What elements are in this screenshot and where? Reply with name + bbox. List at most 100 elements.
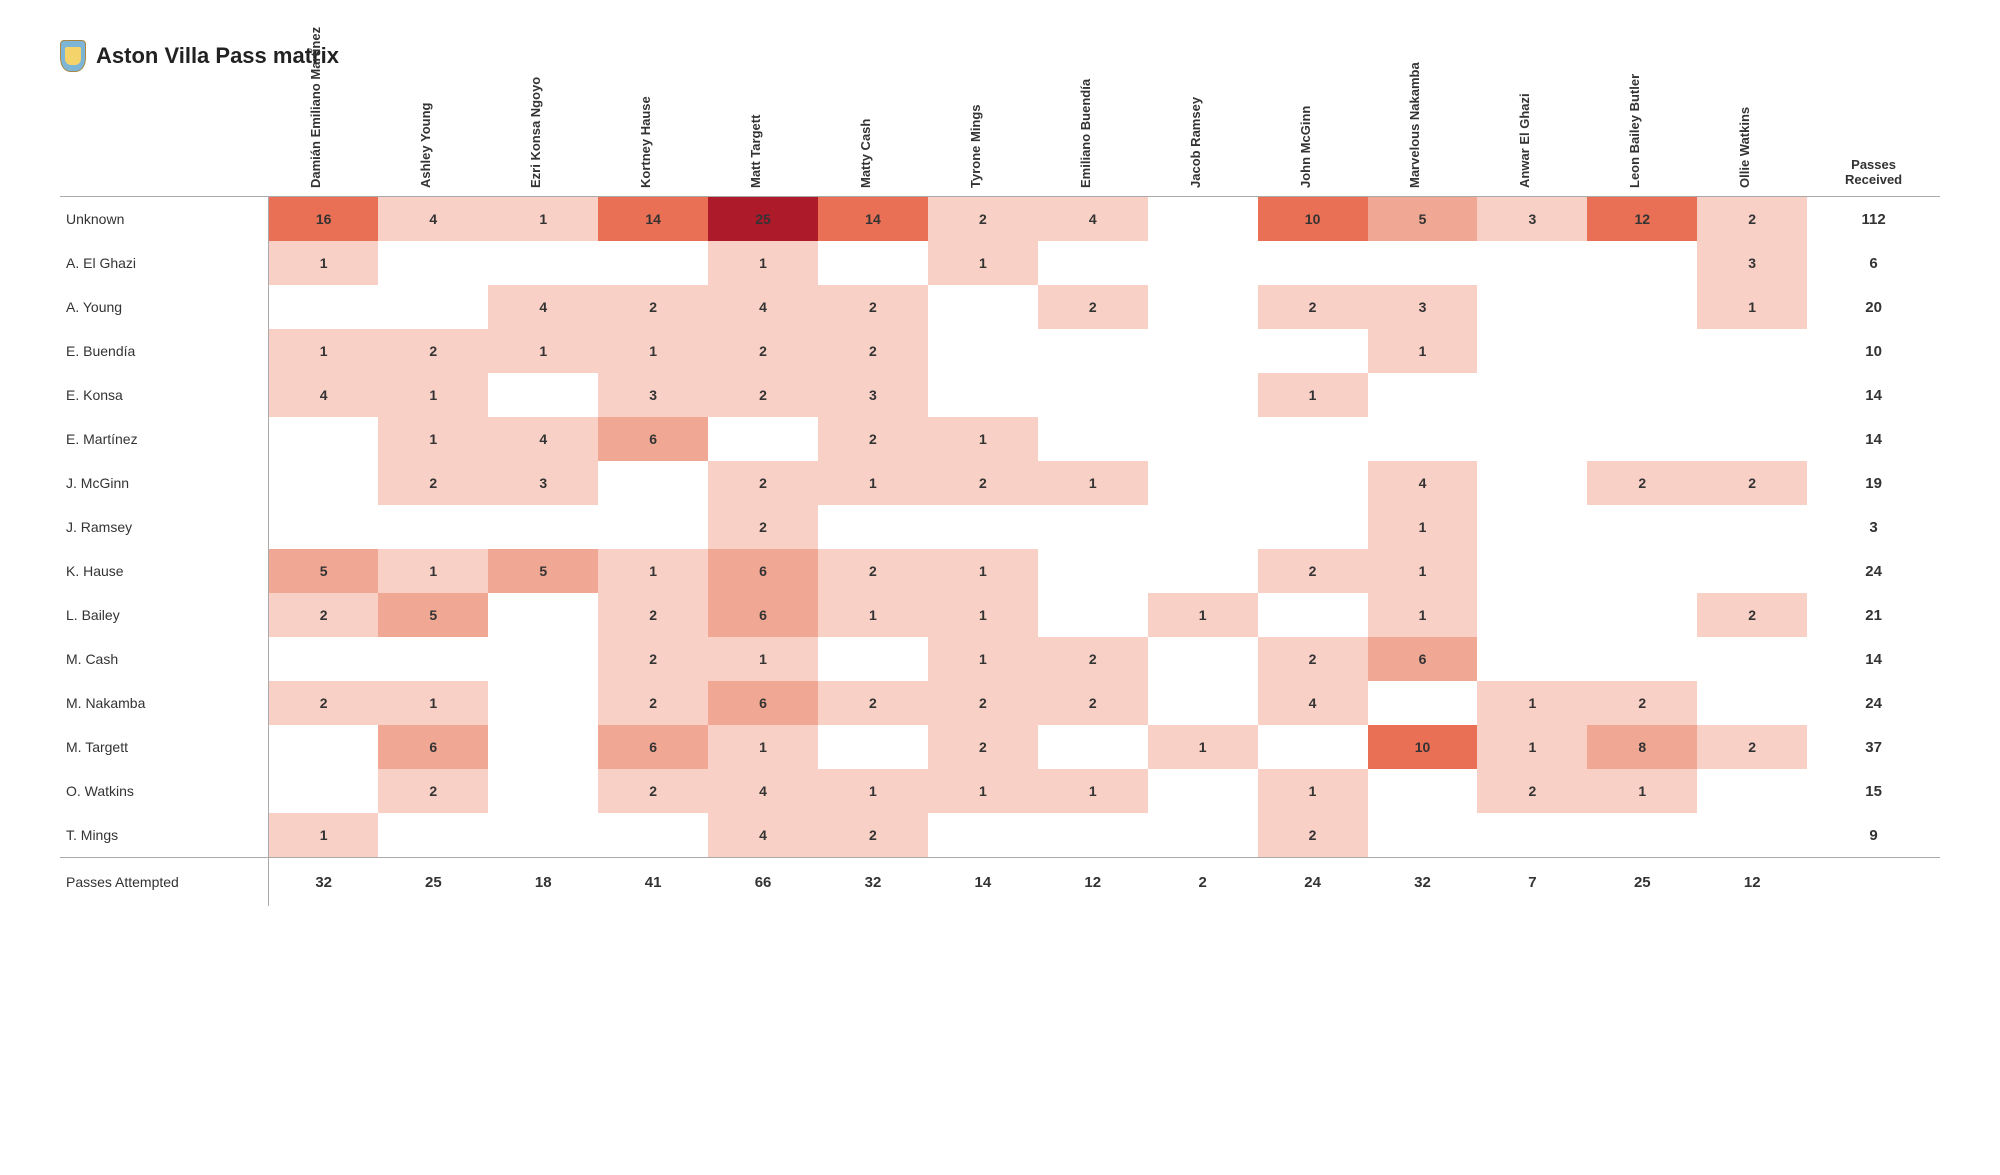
matrix-cell xyxy=(598,461,708,505)
attempted-cell: 14 xyxy=(928,858,1038,907)
matrix-cell xyxy=(1148,329,1258,373)
attempted-cell: 25 xyxy=(1587,858,1697,907)
matrix-cell: 1 xyxy=(928,549,1038,593)
matrix-cell: 1 xyxy=(1368,505,1478,549)
matrix-cell xyxy=(1148,637,1258,681)
attempted-cell: 41 xyxy=(598,858,708,907)
matrix-cell: 2 xyxy=(928,197,1038,242)
table-row: A. Young4242223120 xyxy=(60,285,1940,329)
matrix-cell: 4 xyxy=(1038,197,1148,242)
footer-row: Passes Attempted 32251841663214122243272… xyxy=(60,858,1940,907)
table-row: T. Mings14229 xyxy=(60,813,1940,858)
table-row: E. Buendía121122110 xyxy=(60,329,1940,373)
attempted-cell: 12 xyxy=(1038,858,1148,907)
matrix-cell: 2 xyxy=(598,593,708,637)
matrix-cell: 1 xyxy=(1258,373,1368,417)
matrix-cell xyxy=(488,769,598,813)
matrix-cell xyxy=(1587,285,1697,329)
table-row: E. Martínez1462114 xyxy=(60,417,1940,461)
matrix-cell: 25 xyxy=(708,197,818,242)
matrix-cell xyxy=(488,373,598,417)
matrix-cell xyxy=(1477,285,1587,329)
matrix-cell: 1 xyxy=(1477,681,1587,725)
matrix-cell: 1 xyxy=(1368,593,1478,637)
matrix-cell: 1 xyxy=(488,329,598,373)
matrix-cell: 1 xyxy=(268,241,378,285)
column-header: Kortney Hause xyxy=(598,84,708,197)
column-header: Ollie Watkins xyxy=(1697,84,1807,197)
matrix-cell xyxy=(928,813,1038,858)
matrix-cell xyxy=(1477,241,1587,285)
matrix-cell: 6 xyxy=(1368,637,1478,681)
matrix-cell: 2 xyxy=(378,769,488,813)
matrix-cell xyxy=(1368,241,1478,285)
row-label: E. Buendía xyxy=(60,329,268,373)
matrix-cell xyxy=(1477,593,1587,637)
matrix-cell: 2 xyxy=(1587,681,1697,725)
table-row: E. Konsa41323114 xyxy=(60,373,1940,417)
matrix-cell: 4 xyxy=(1258,681,1368,725)
matrix-cell: 4 xyxy=(378,197,488,242)
matrix-cell: 6 xyxy=(378,725,488,769)
matrix-cell xyxy=(928,329,1038,373)
matrix-cell xyxy=(488,725,598,769)
matrix-cell: 2 xyxy=(1038,637,1148,681)
matrix-cell xyxy=(928,285,1038,329)
matrix-cell xyxy=(268,417,378,461)
matrix-cell: 6 xyxy=(708,549,818,593)
matrix-cell: 2 xyxy=(1038,681,1148,725)
matrix-cell xyxy=(1697,769,1807,813)
matrix-cell xyxy=(488,505,598,549)
matrix-cell xyxy=(1477,637,1587,681)
matrix-cell xyxy=(1148,417,1258,461)
matrix-cell: 5 xyxy=(488,549,598,593)
matrix-cell: 3 xyxy=(488,461,598,505)
row-label: A. Young xyxy=(60,285,268,329)
matrix-cell: 1 xyxy=(598,329,708,373)
matrix-cell: 3 xyxy=(598,373,708,417)
matrix-cell xyxy=(1368,813,1478,858)
column-header-label: Kortney Hause xyxy=(638,96,653,188)
matrix-cell xyxy=(1587,813,1697,858)
matrix-cell xyxy=(1587,241,1697,285)
matrix-body: Unknown1641142514241053122112A. El Ghazi… xyxy=(60,197,1940,858)
column-header-label: Ezri Konsa Ngoyo xyxy=(528,77,543,188)
attempted-cell: 32 xyxy=(818,858,928,907)
matrix-cell xyxy=(268,769,378,813)
table-row: J. Ramsey213 xyxy=(60,505,1940,549)
received-cell: 19 xyxy=(1807,461,1940,505)
matrix-cell xyxy=(1368,681,1478,725)
matrix-cell xyxy=(1258,329,1368,373)
matrix-cell xyxy=(1697,813,1807,858)
received-cell: 112 xyxy=(1807,197,1940,242)
matrix-cell xyxy=(1038,725,1148,769)
club-crest-icon xyxy=(60,40,86,72)
matrix-cell xyxy=(1038,813,1148,858)
column-header-label: Matt Targett xyxy=(748,115,763,188)
attempted-cell: 25 xyxy=(378,858,488,907)
matrix-cell: 1 xyxy=(1148,725,1258,769)
matrix-cell xyxy=(708,417,818,461)
matrix-cell: 10 xyxy=(1258,197,1368,242)
column-header-label: Ollie Watkins xyxy=(1737,107,1752,188)
matrix-cell: 1 xyxy=(1258,769,1368,813)
matrix-cell: 2 xyxy=(1697,197,1807,242)
matrix-cell: 4 xyxy=(708,813,818,858)
matrix-cell: 1 xyxy=(1697,285,1807,329)
matrix-cell: 16 xyxy=(268,197,378,242)
received-cell: 20 xyxy=(1807,285,1940,329)
matrix-cell: 2 xyxy=(818,417,928,461)
column-header: Matt Targett xyxy=(708,84,818,197)
column-header: Leon Bailey Butler xyxy=(1587,84,1697,197)
matrix-cell xyxy=(1258,725,1368,769)
matrix-cell xyxy=(488,637,598,681)
matrix-cell: 2 xyxy=(708,461,818,505)
attempted-cell: 24 xyxy=(1258,858,1368,907)
matrix-cell: 5 xyxy=(378,593,488,637)
column-header-label: Matty Cash xyxy=(858,119,873,188)
matrix-cell xyxy=(1148,813,1258,858)
matrix-cell: 12 xyxy=(1587,197,1697,242)
matrix-cell xyxy=(488,681,598,725)
matrix-cell xyxy=(1368,769,1478,813)
column-header: Marvelous Nakamba xyxy=(1368,84,1478,197)
